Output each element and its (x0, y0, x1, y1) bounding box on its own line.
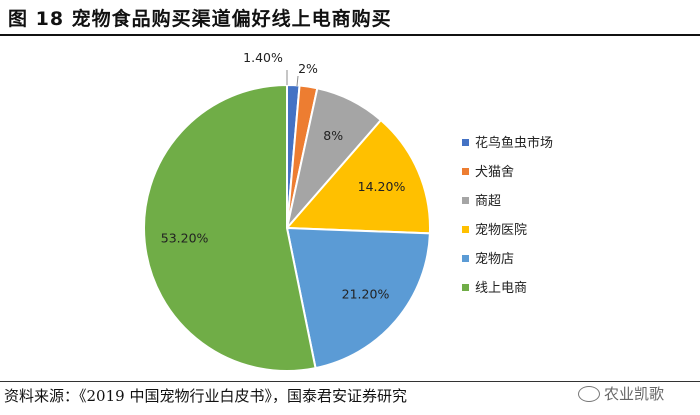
data-label-4: 14.20% (358, 179, 406, 194)
legend-swatch-2 (462, 168, 469, 175)
legend-swatch-5 (462, 255, 469, 262)
watermark-text: 农业凯歌 (604, 385, 665, 403)
legend-label-1: 花鸟鱼虫市场 (475, 135, 553, 151)
legend-label-5: 宠物店 (475, 251, 514, 267)
pie-slice-5 (285, 226, 431, 370)
legend-label-3: 商超 (475, 194, 501, 209)
data-labels: 1.40% 2% 8% 14.20% 21.20% 53.20% (161, 50, 406, 302)
legend-swatch-4 (462, 226, 469, 233)
top-rule (0, 34, 700, 36)
legend-swatch-6 (462, 284, 469, 291)
data-label-3: 8% (323, 128, 343, 143)
data-label-5: 21.20% (342, 287, 390, 302)
data-label-2: 2% (298, 61, 318, 76)
wechat-icon (578, 385, 600, 402)
data-label-6: 53.20% (161, 230, 209, 245)
legend-label-4: 宠物医院 (475, 222, 527, 238)
figure-title: 图 18 宠物食品购买渠道偏好线上电商购买 (8, 8, 392, 30)
leader-lines (286, 70, 299, 87)
data-label-1: 1.40% (243, 50, 283, 65)
pie-chart: 1.40% 2% 8% 14.20% 21.20% 53.20% 花鸟鱼虫市场犬猫舍商超宠… (143, 50, 553, 372)
watermark: 农业凯歌 (578, 383, 664, 404)
legend-swatch-1 (462, 139, 469, 146)
legend-label-2: 犬猫舍 (475, 165, 514, 180)
bottom-rule (0, 381, 700, 382)
legend-swatch-3 (462, 197, 469, 204)
pie-slices (143, 83, 431, 372)
source-note: 资料来源：《2019 中国宠物行业白皮书》，国泰君安证券研究 (4, 387, 407, 405)
pie-slice-4 (284, 118, 431, 235)
pie-slice-6 (143, 83, 317, 372)
legend-label-6: 线上电商 (475, 281, 527, 296)
leader-line-2 (296, 75, 299, 87)
